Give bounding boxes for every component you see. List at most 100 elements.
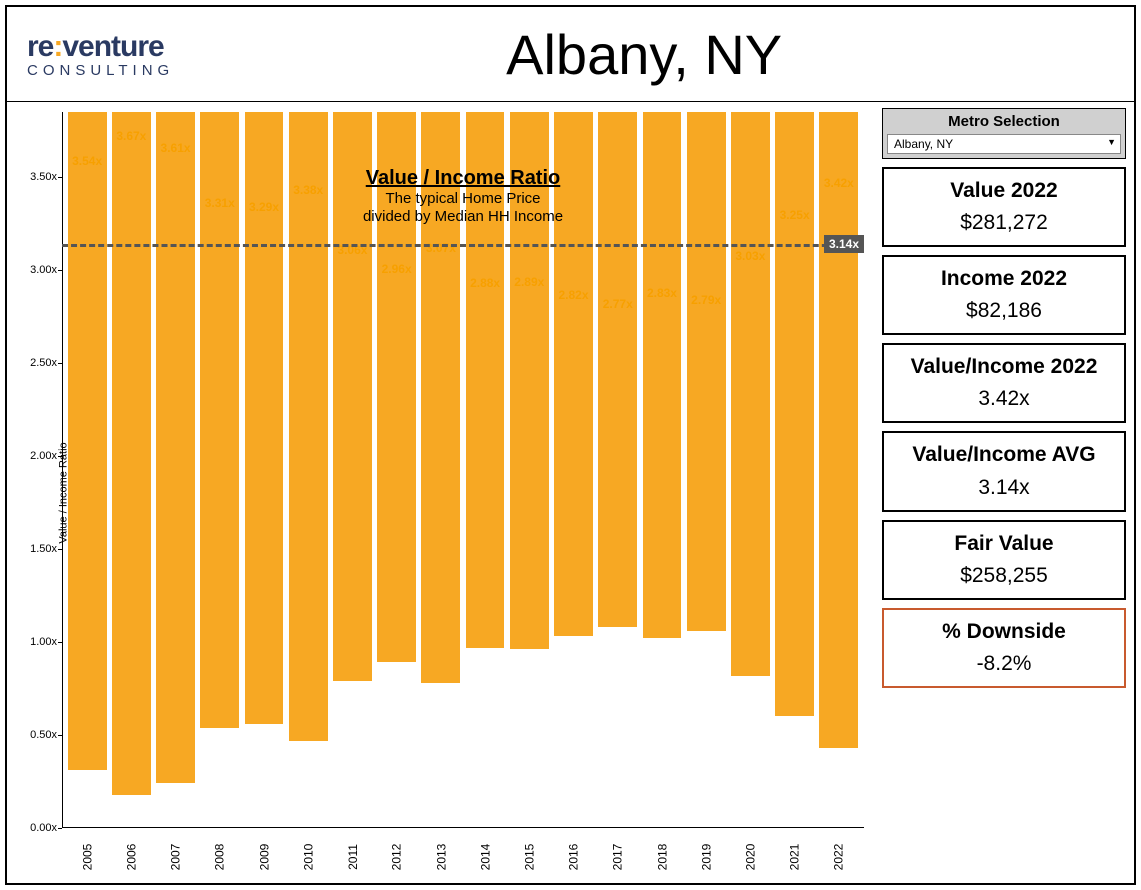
y-tick-label: 2.00x [17, 450, 57, 462]
x-tick-label: 2011 [345, 844, 359, 870]
stat-label: Value/Income 2022 [890, 355, 1118, 379]
metro-selector-box: Metro Selection Albany, NY [882, 108, 1126, 159]
logo-left: re [27, 30, 53, 63]
bar-value-label: 2.79x [691, 293, 721, 307]
bar-value-label: 3.03x [735, 249, 765, 263]
stat-value: $82,186 [890, 299, 1118, 323]
logo-colon: : [53, 30, 62, 63]
y-tick-label: 1.00x [17, 636, 57, 648]
bar [731, 112, 770, 676]
bar-value-label: 3.67x [116, 129, 146, 143]
bar-value-label: 3.38x [293, 183, 323, 197]
stat-value: -8.2% [890, 652, 1118, 676]
bar-wrap: 3.03x2020 [729, 112, 771, 828]
bar [421, 112, 460, 683]
stat-label: % Downside [890, 620, 1118, 644]
bar-value-label: 2.89x [514, 275, 544, 289]
y-tick-mark [58, 828, 62, 829]
bar-wrap: 3.29x2009 [243, 112, 285, 828]
logo-sub: CONSULTING [27, 62, 174, 79]
x-tick-label: 2006 [124, 844, 138, 871]
y-tick-label: 2.50x [17, 357, 57, 369]
x-tick-label: 2009 [257, 844, 271, 871]
bar [466, 112, 505, 648]
stat-value: 3.42x [890, 387, 1118, 411]
stat-boxes: Value 2022$281,272Income 2022$82,186Valu… [882, 167, 1126, 877]
bar [333, 112, 372, 681]
y-tick-mark [58, 456, 62, 457]
stat-box: Fair Value$258,255 [882, 520, 1126, 600]
stat-box: Value/Income AVG 3.14x [882, 431, 1126, 511]
bar [775, 112, 814, 716]
bar-wrap: 2.83x2018 [641, 112, 683, 828]
bar-value-label: 3.61x [161, 141, 191, 155]
stat-label: Value 2022 [890, 179, 1118, 203]
chart-pane: Value / Income Ratio 3.54x20053.67x20063… [7, 102, 874, 883]
bar [598, 112, 637, 627]
stat-label: Fair Value [890, 532, 1118, 556]
bar [819, 112, 858, 748]
chart-area: 3.54x20053.67x20063.61x20073.31x20083.29… [62, 112, 864, 828]
y-tick-label: 3.00x [17, 264, 57, 276]
y-tick-label: 0.00x [17, 822, 57, 834]
bar-value-label: 2.88x [470, 276, 500, 290]
bar-value-label: 3.42x [824, 176, 854, 190]
x-tick-label: 2013 [434, 844, 448, 871]
bar-value-label: 2.77x [603, 297, 633, 311]
bar [68, 112, 107, 770]
bar-wrap: 3.54x2005 [66, 112, 108, 828]
stat-box: Value 2022$281,272 [882, 167, 1126, 247]
y-tick-mark [58, 735, 62, 736]
y-tick-label: 3.50x [17, 171, 57, 183]
bar-value-label: 3.25x [780, 208, 810, 222]
bar-wrap: 2.89x2015 [508, 112, 550, 828]
logo-wordmark: re:venture [27, 30, 174, 64]
x-tick-label: 2018 [655, 844, 669, 871]
stat-label: Value/Income AVG [890, 443, 1118, 467]
y-tick-mark [58, 549, 62, 550]
avg-reference-line [62, 244, 864, 247]
bar-wrap: 3.61x2007 [154, 112, 196, 828]
x-tick-label: 2016 [567, 844, 581, 871]
y-tick-mark [58, 177, 62, 178]
bar-wrap: 2.82x2016 [552, 112, 594, 828]
bar [289, 112, 328, 741]
metro-selector-label: Metro Selection [887, 113, 1121, 130]
bar-wrap: 3.25x2021 [774, 112, 816, 828]
bar-wrap: 2.96x2012 [376, 112, 418, 828]
x-tick-label: 2017 [611, 844, 625, 871]
bars-container: 3.54x20053.67x20063.61x20073.31x20083.29… [62, 112, 864, 828]
x-tick-label: 2010 [301, 844, 315, 871]
avg-badge: 3.14x [824, 235, 864, 253]
stat-value: 3.14x [890, 476, 1118, 500]
x-tick-label: 2015 [522, 844, 536, 871]
x-tick-label: 2019 [699, 844, 713, 871]
bar-wrap: 2.77x2017 [597, 112, 639, 828]
body: Value / Income Ratio 3.54x20053.67x20063… [7, 102, 1134, 883]
bar-value-label: 3.29x [249, 200, 279, 214]
bar [156, 112, 195, 783]
x-tick-label: 2005 [80, 844, 94, 871]
x-tick-label: 2020 [743, 844, 757, 871]
bar [377, 112, 416, 662]
bar-value-label: 3.31x [205, 196, 235, 210]
y-tick-label: 1.50x [17, 543, 57, 555]
bar [554, 112, 593, 636]
y-tick-label: 0.50x [17, 729, 57, 741]
x-tick-label: 2012 [390, 844, 404, 871]
x-tick-label: 2007 [169, 844, 183, 871]
bar-wrap: 3.31x2008 [199, 112, 241, 828]
bar-wrap: 3.07x2013 [420, 112, 462, 828]
side-pane: Metro Selection Albany, NY Value 2022$28… [874, 102, 1134, 883]
plot-region: 3.54x20053.67x20063.61x20073.31x20083.29… [62, 112, 864, 828]
logo-right: venture [62, 30, 163, 63]
bar [643, 112, 682, 638]
bar [112, 112, 151, 795]
bar-wrap: 3.06x2011 [331, 112, 373, 828]
bar-wrap: 3.38x2010 [287, 112, 329, 828]
stat-box: Income 2022$82,186 [882, 255, 1126, 335]
stat-box: Value/Income 2022 3.42x [882, 343, 1126, 423]
metro-selector-dropdown[interactable]: Albany, NY [887, 134, 1121, 154]
y-tick-mark [58, 270, 62, 271]
y-tick-mark [58, 642, 62, 643]
